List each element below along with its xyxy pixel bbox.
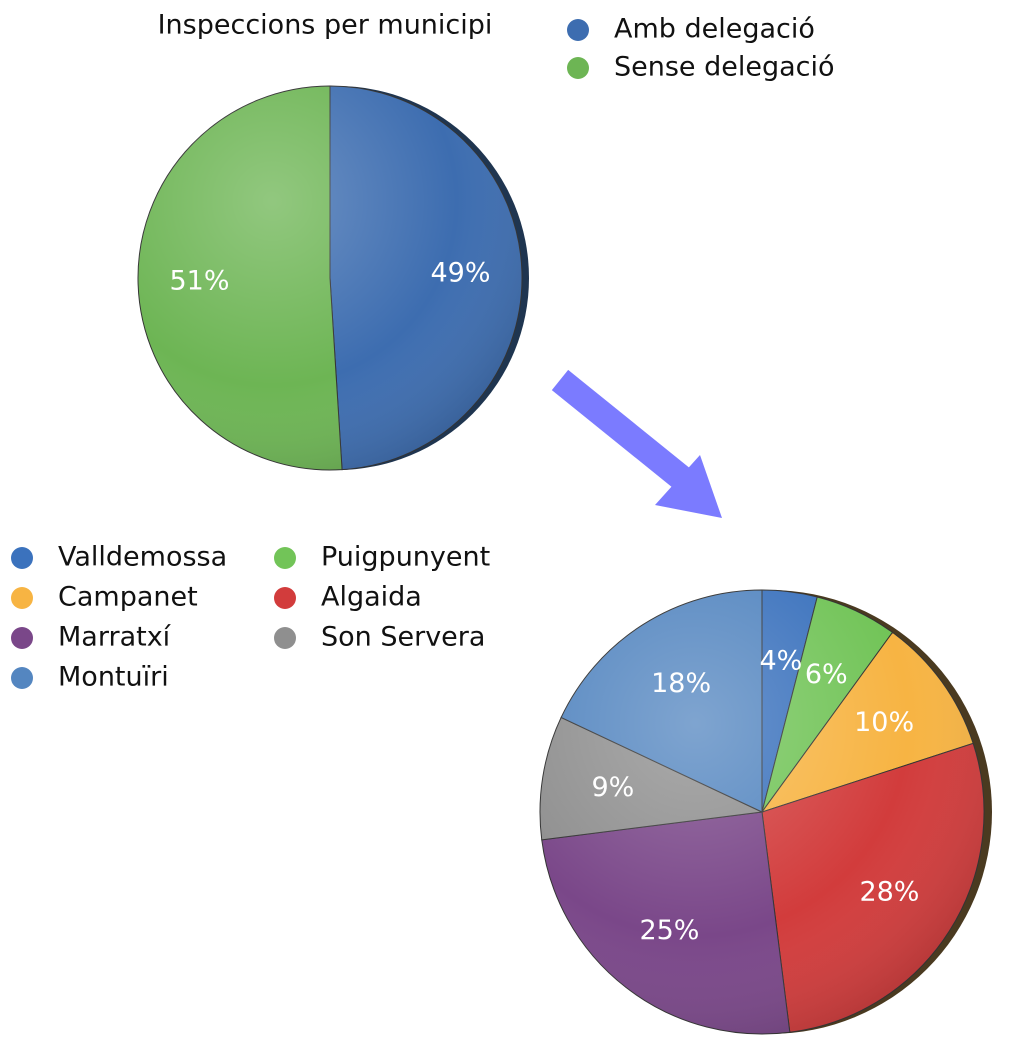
- legend-swatch: [11, 587, 33, 609]
- data-label: 49%: [430, 257, 490, 288]
- legend-swatch: [274, 547, 296, 569]
- legend-swatch: [11, 667, 33, 689]
- chart-title: Inspeccions per municipi: [158, 10, 493, 41]
- legend-swatch: [567, 57, 589, 79]
- data-label: 9%: [591, 772, 634, 803]
- legend-label: Algaida: [321, 582, 422, 613]
- legend-swatch: [567, 19, 589, 41]
- arrow: [551, 369, 722, 518]
- data-label: 28%: [859, 876, 919, 907]
- data-label: 4%: [759, 646, 802, 677]
- legend-swatch: [11, 547, 33, 569]
- legend-label: Son Servera: [321, 622, 485, 653]
- arrow-shaft: [551, 369, 699, 496]
- marks: [137, 85, 985, 1035]
- legend-label: Montuïri: [58, 662, 169, 693]
- data-label: 51%: [169, 266, 229, 297]
- legend-label: Marratxí: [58, 622, 172, 653]
- legend-swatch: [274, 627, 296, 649]
- legend-swatch: [274, 587, 296, 609]
- pie-slice: [329, 85, 523, 471]
- data-label: 18%: [651, 668, 711, 699]
- data-label: 25%: [639, 915, 699, 946]
- legend-label: Campanet: [58, 582, 198, 613]
- data-label: 6%: [805, 659, 848, 690]
- legend-label: Valldemossa: [58, 542, 227, 573]
- arrow-head: [655, 455, 722, 518]
- legend-label: Amb delegació: [614, 14, 815, 45]
- legend-label: Puigpunyent: [321, 542, 490, 573]
- data-label: 10%: [854, 707, 914, 738]
- legend-swatch: [11, 627, 33, 649]
- legend-label: Sense delegació: [614, 52, 835, 83]
